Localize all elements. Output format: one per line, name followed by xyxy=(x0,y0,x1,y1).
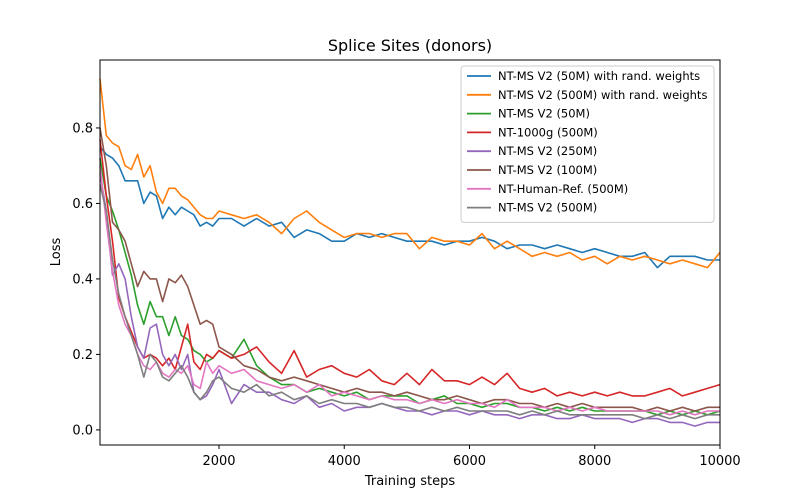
y-tick-label: 0.8 xyxy=(72,121,93,136)
legend-entry: NT-MS V2 (500M) xyxy=(498,201,597,215)
legend-box xyxy=(460,65,715,223)
legend-entry: NT-MS V2 (250M) xyxy=(498,144,597,158)
chart-title: Splice Sites (donors) xyxy=(328,36,492,55)
y-tick-label: 0.0 xyxy=(72,423,93,438)
series-line-2 xyxy=(99,78,721,269)
x-tick-label: 10000 xyxy=(699,454,740,469)
legend: NT-MS V2 (50M) with rand. weights NT-MS V… xyxy=(460,65,715,223)
y-tick-label: 0.2 xyxy=(72,348,93,363)
y-axis-label: Loss xyxy=(49,238,64,267)
series-line-4 xyxy=(99,139,721,397)
series-line-5 xyxy=(99,173,720,427)
series-line-7 xyxy=(99,165,720,416)
y-tick-label: 0.6 xyxy=(72,197,93,212)
legend-entry: NT-1000g (500M) xyxy=(498,125,598,139)
plot-frame xyxy=(99,59,721,446)
legend-entry: NT-MS V2 (50M) xyxy=(498,107,590,121)
x-axis-label: Training steps xyxy=(364,474,456,489)
series-line-1 xyxy=(99,146,720,269)
x-tick-label: 6000 xyxy=(453,454,486,469)
legend-entry: NT-MS V2 (100M) xyxy=(498,163,597,177)
legend-entry: NT-Human-Ref. (500M) xyxy=(498,182,628,196)
plot-lines xyxy=(99,78,721,427)
legend-entry: NT-MS V2 (500M) with rand. weights xyxy=(498,88,707,102)
x-axis: 2000 4000 6000 8000 10000 xyxy=(202,445,741,469)
y-axis: 0.0 0.2 0.4 0.6 0.8 xyxy=(72,121,100,438)
x-tick-label: 4000 xyxy=(328,454,361,469)
legend-entry: NT-MS V2 (50M) with rand. weights xyxy=(498,69,700,83)
y-tick-label: 0.4 xyxy=(72,272,93,287)
series-line-8 xyxy=(99,184,720,420)
x-tick-label: 8000 xyxy=(578,454,611,469)
x-tick-label: 2000 xyxy=(202,454,235,469)
